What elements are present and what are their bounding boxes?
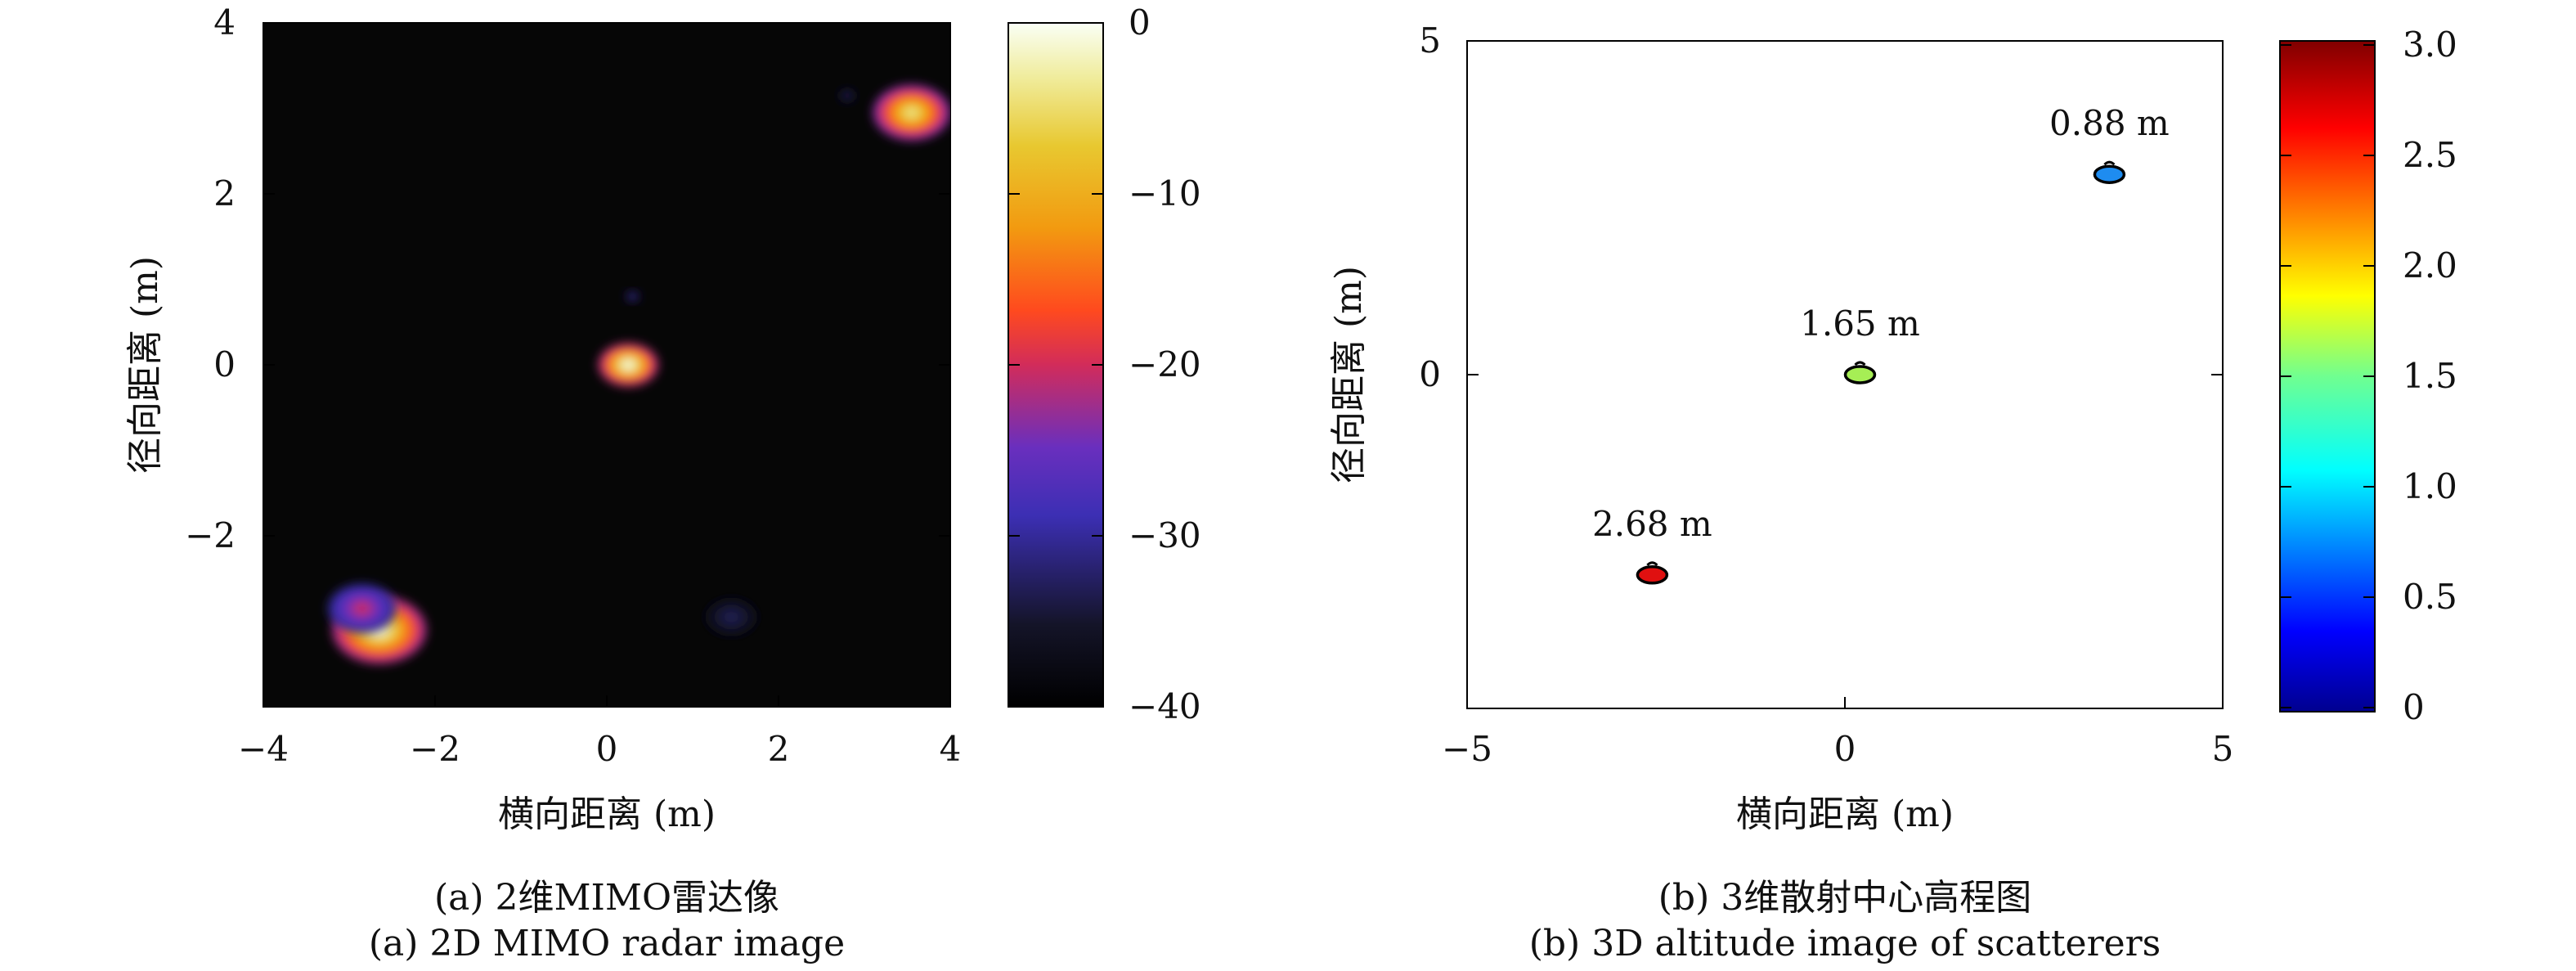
altitude-colorbar-label: 1.5	[2403, 356, 2457, 396]
altitude-point-0: 0.88 m	[2049, 103, 2170, 184]
scatterer-0	[598, 343, 658, 387]
altitude-point-1: 1.65 m	[1800, 303, 1920, 384]
heatmap-xtick-label: 0	[596, 729, 618, 769]
heatmap-colorbar-label: −10	[1129, 173, 1201, 214]
altitude-xtick-label: 5	[2212, 729, 2234, 769]
altitude-colorbar	[2279, 40, 2376, 713]
altitude-ytick-label: 0	[1419, 354, 1441, 394]
heatmap-scatterers	[327, 84, 950, 664]
heatmap-xtick-label: −4	[238, 729, 289, 769]
heatmap-colorbar-label: −40	[1129, 686, 1201, 726]
altitude-colorbar-label: 2.0	[2403, 245, 2457, 285]
altitude-point-label: 1.65 m	[1800, 303, 1920, 344]
heatmap-colorbar-label: −20	[1129, 344, 1201, 384]
scatterer-1	[626, 291, 640, 302]
heatmap-xlabel: 横向距离 (m)	[498, 793, 716, 835]
altitude-xtick-label: 0	[1834, 729, 1856, 769]
heatmap-ylabel: 径向距离 (m)	[124, 256, 166, 474]
scatterer-5	[327, 583, 397, 634]
altitude-point-label: 0.88 m	[2049, 103, 2170, 143]
altitude-colorbar-label: 0	[2403, 687, 2425, 727]
heatmap-colorbar	[1008, 22, 1104, 708]
heatmap-axis-ticks: −4 −2 0 2 4 −2 0 2 4	[185, 2, 961, 769]
heatmap-ytick-label: −2	[185, 515, 236, 555]
caption-b-en: (b) 3D altitude image of scatterers	[1529, 923, 2161, 964]
caption-b-cn: (b) 3维散射中心高程图	[1658, 877, 2031, 919]
altitude-colorbar-label: 2.5	[2403, 135, 2457, 175]
altitude-point-label: 2.68 m	[1592, 504, 1712, 544]
altitude-ylabel: 径向距离 (m)	[1328, 266, 1370, 483]
altitude-point-outline	[1854, 361, 1866, 366]
heatmap-ytick-label: 4	[213, 2, 236, 43]
altitude-xlabel: 横向距离 (m)	[1736, 793, 1954, 835]
altitude-colorbar-label: 3.0	[2403, 25, 2457, 65]
scatterer-2	[873, 84, 950, 141]
heatmap-ytick-label: 0	[213, 344, 236, 384]
altitude-colorbar-label: 1.0	[2403, 466, 2457, 506]
altitude-point-marker	[1843, 365, 1877, 384]
heatmap-xtick-label: 4	[940, 729, 962, 769]
altitude-point-marker	[2093, 164, 2126, 184]
altitude-point-outline	[1646, 561, 1658, 566]
panel-b-altitude-image: −5 0 5 0 5 0.88 m 1.65 m 2.68 m 径向距离 (m) 横向距离 …	[1328, 20, 2457, 964]
altitude-colorbar-ticks: 0 0.5 1.0 1.5 2.0 2.5 3.0	[2280, 25, 2457, 727]
heatmap-colorbar-ticks: 0 −10 −20 −30 −40	[1008, 2, 1201, 726]
heatmap-xtick-label: 2	[768, 729, 790, 769]
heatmap-colorbar-label: −30	[1129, 515, 1201, 555]
altitude-scatterers: 0.88 m 1.65 m 2.68 m	[1592, 103, 2170, 585]
scatterer-6	[705, 598, 757, 636]
caption-a-en: (a) 2D MIMO radar image	[369, 923, 845, 964]
altitude-colorbar-label: 0.5	[2403, 577, 2457, 617]
heatmap-colorbar-label: 0	[1129, 2, 1151, 43]
heatmap-ytick-label: 2	[213, 173, 236, 214]
altitude-point-2: 2.68 m	[1592, 504, 1712, 585]
scatterer-3	[838, 89, 856, 102]
heatmap-xtick-label: −2	[410, 729, 460, 769]
altitude-axis-ticks: −5 0 5 0 5	[1419, 20, 2233, 769]
altitude-point-marker	[1636, 565, 1669, 585]
altitude-ytick-label: 5	[1419, 20, 1441, 61]
altitude-xtick-label: −5	[1442, 729, 1492, 769]
caption-a-cn: (a) 2维MIMO雷达像	[434, 877, 779, 919]
altitude-point-outline	[2103, 160, 2116, 166]
